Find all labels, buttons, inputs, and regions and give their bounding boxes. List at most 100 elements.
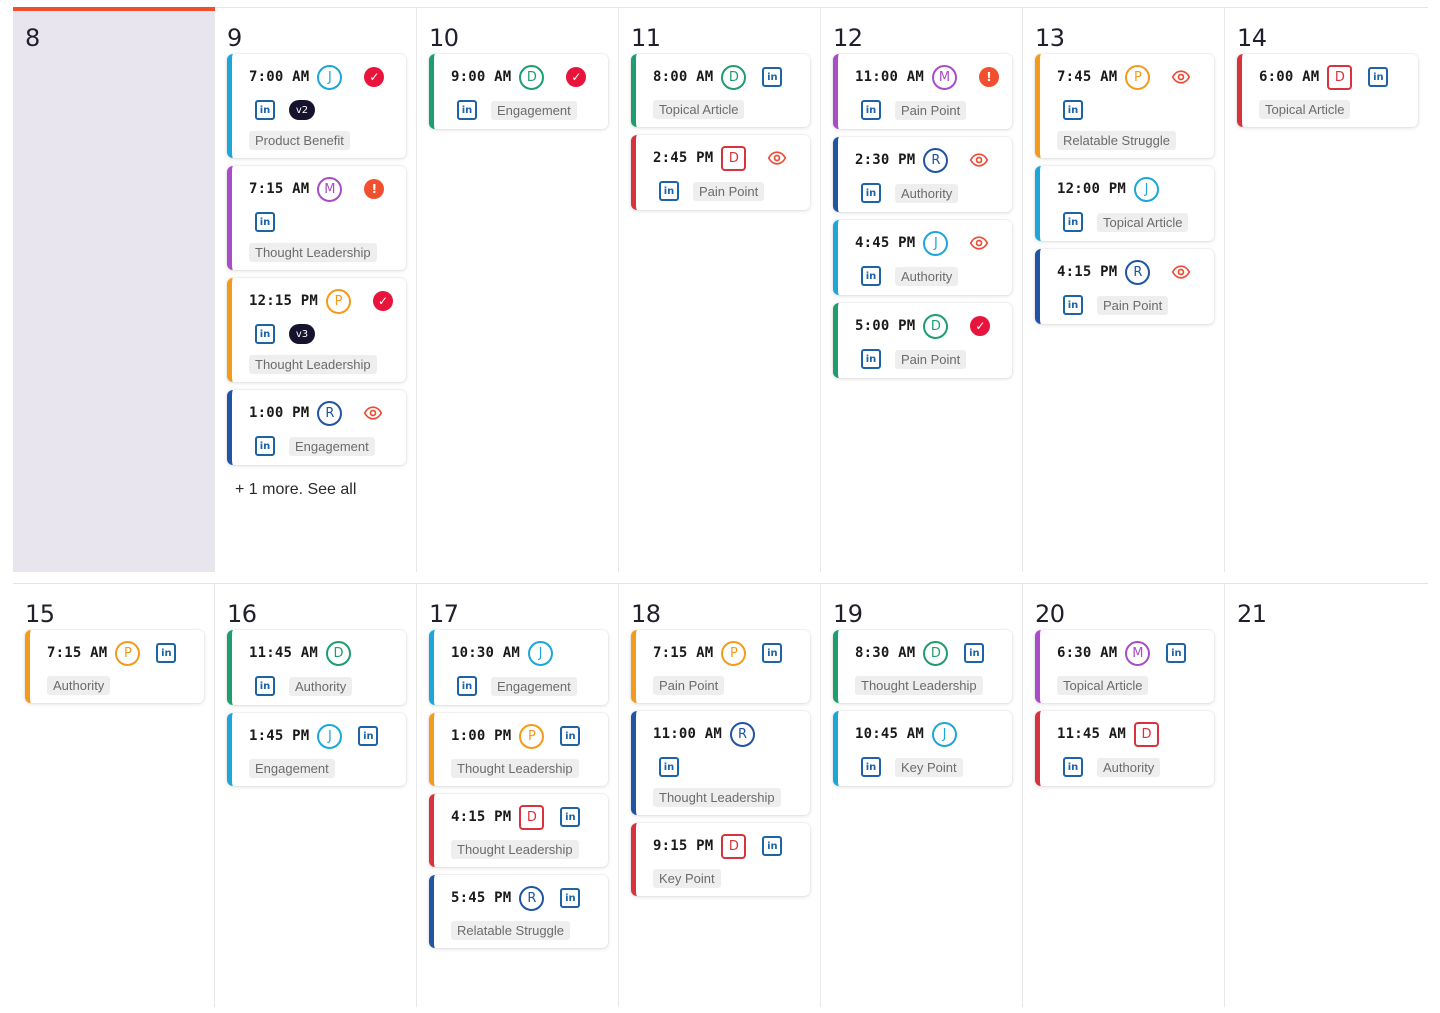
day-cell[interactable]: 8 <box>13 7 215 572</box>
post-meta: in Pain Point <box>855 348 1002 370</box>
author-avatar[interactable]: J <box>923 230 949 256</box>
author-avatar[interactable]: R <box>519 885 545 911</box>
author-avatar[interactable]: D <box>1327 64 1353 90</box>
post-header: 7:45 AM P <box>1057 64 1204 90</box>
scheduled-post-card[interactable]: 12:15 PM P ✓ in v3 Thought Leadership <box>227 278 406 382</box>
scheduled-post-card[interactable]: 7:15 AM M! in Thought Leadership <box>227 166 406 270</box>
author-avatar[interactable]: M <box>1125 640 1151 666</box>
tag-row: Topical Article <box>653 99 800 119</box>
version-badge: v2 <box>289 100 315 120</box>
author-avatar[interactable]: R <box>730 721 756 747</box>
linkedin-icon: in <box>861 183 881 203</box>
day-number: 13 <box>1035 24 1065 52</box>
author-avatar[interactable]: R <box>1125 259 1151 285</box>
content-type-tag: Key Point <box>653 869 721 888</box>
content-type-tag: Engagement <box>491 100 577 120</box>
post-header: 11:45 AM D <box>249 640 396 666</box>
scheduled-post-card[interactable]: 9:00 AM D ✓ in Engagement <box>429 54 608 129</box>
author-avatar[interactable]: D <box>326 640 352 666</box>
author-avatar[interactable]: R <box>317 400 343 426</box>
author-avatar[interactable]: R <box>923 147 949 173</box>
eye-icon[interactable] <box>362 402 384 424</box>
author-avatar[interactable]: M <box>932 64 958 90</box>
eye-icon[interactable] <box>968 149 990 171</box>
day-cell[interactable]: 9 7:00 AM J ✓ in v2 Product Benefit 7:15 AM M! in… <box>215 8 417 572</box>
post-time: 12:00 PM <box>1057 181 1127 197</box>
eye-icon[interactable] <box>968 232 990 254</box>
author-avatar[interactable]: D <box>1134 721 1160 747</box>
content-type-tag: Pain Point <box>653 676 725 695</box>
content-type-tag: Pain Point <box>1097 295 1169 315</box>
eye-icon[interactable] <box>1170 261 1192 283</box>
post-list: 9:00 AM D ✓ in Engagement <box>429 54 608 129</box>
scheduled-post-card[interactable]: 11:00 AM M! in Pain Point <box>833 54 1012 129</box>
author-avatar[interactable]: J <box>528 640 554 666</box>
author-avatar[interactable]: D <box>721 833 747 859</box>
author-avatar[interactable]: P <box>115 640 141 666</box>
linkedin-icon: in <box>964 643 985 663</box>
author-avatar[interactable]: D <box>519 64 545 90</box>
post-header: 12:00 PM J <box>1057 176 1204 202</box>
author-avatar[interactable]: J <box>1134 176 1160 202</box>
author-avatar[interactable]: J <box>317 64 343 90</box>
author-avatar[interactable]: P <box>519 723 545 749</box>
author-avatar[interactable]: J <box>317 723 343 749</box>
author-avatar[interactable]: D <box>721 64 747 90</box>
see-all-link[interactable]: + 1 more. See all <box>235 481 357 498</box>
scheduled-post-card[interactable]: 7:00 AM J ✓ in v2 Product Benefit <box>227 54 406 158</box>
author-avatar[interactable]: M <box>317 176 343 202</box>
author-avatar[interactable]: D <box>923 640 949 666</box>
post-time: 7:15 AM <box>653 645 714 661</box>
linkedin-icon: in <box>156 643 177 663</box>
author-avatar[interactable]: D <box>721 145 747 171</box>
author-avatar[interactable]: P <box>721 640 747 666</box>
author-avatar[interactable]: D <box>519 804 545 830</box>
eye-icon[interactable] <box>1170 66 1192 88</box>
author-avatar[interactable]: D <box>923 313 949 339</box>
alert-icon: ! <box>364 179 385 199</box>
content-type-tag: Thought Leadership <box>653 788 781 807</box>
post-header: 9:00 AM D ✓ <box>451 64 598 90</box>
eye-icon[interactable] <box>766 147 788 169</box>
content-type-tag: Product Benefit <box>249 131 350 150</box>
day-cell[interactable]: 21 <box>1225 584 1428 1007</box>
author-avatar[interactable]: P <box>326 288 352 314</box>
day-cell[interactable]: 10 9:00 AM D ✓ in Engagement <box>417 8 619 572</box>
author-avatar[interactable]: P <box>1125 64 1151 90</box>
author-avatar[interactable]: J <box>932 721 958 747</box>
scheduled-post-card[interactable]: 5:00 PM D ✓ in Pain Point <box>833 303 1012 378</box>
